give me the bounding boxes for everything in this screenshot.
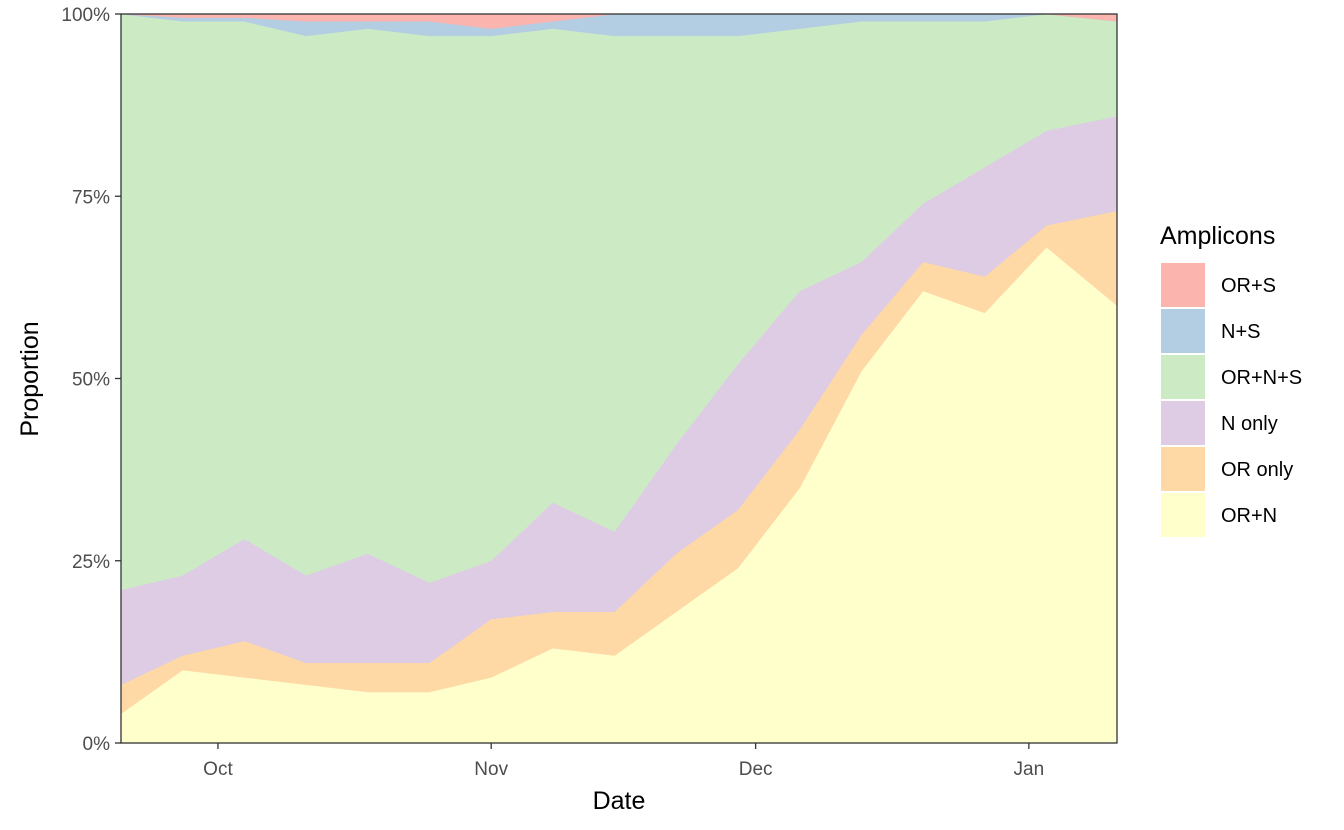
legend-key-or-plus-n bbox=[1161, 493, 1205, 537]
x-tick-label: Oct bbox=[203, 759, 233, 780]
y-tick-label: 0% bbox=[83, 734, 111, 755]
legend-label-n-plus-s: N+S bbox=[1221, 321, 1260, 343]
y-tick-label: 100% bbox=[61, 5, 110, 26]
y-axis-title: Proportion bbox=[16, 321, 44, 436]
legend-label-or-plus-s: OR+S bbox=[1221, 275, 1276, 297]
x-tick-label: Jan bbox=[1014, 759, 1045, 780]
legend-key-or-only bbox=[1161, 447, 1205, 491]
y-tick-label: 50% bbox=[72, 370, 110, 391]
x-axis-title: Date bbox=[593, 787, 646, 815]
legend-label-n-only: N only bbox=[1221, 413, 1278, 435]
x-axis: Oct Nov Dec Jan bbox=[203, 743, 1044, 780]
legend-label-or-plus-n: OR+N bbox=[1221, 505, 1277, 527]
legend: Amplicons OR+S N+S OR+N+S N only OR only OR+N bbox=[1160, 222, 1302, 537]
legend-key-or-plus-n-plus-s bbox=[1161, 355, 1205, 399]
y-axis: 0% 25% 50% 75% 100% bbox=[61, 5, 121, 755]
legend-key-n-plus-s bbox=[1161, 309, 1205, 353]
legend-label-or-only: OR only bbox=[1221, 459, 1293, 481]
legend-title: Amplicons bbox=[1160, 222, 1275, 250]
y-tick-label: 25% bbox=[72, 552, 110, 573]
stacked-area-layer bbox=[120, 13, 1118, 744]
y-tick-label: 75% bbox=[72, 187, 110, 208]
x-tick-label: Nov bbox=[474, 759, 508, 780]
legend-key-or-plus-s bbox=[1161, 263, 1205, 307]
legend-label-or-plus-n-plus-s: OR+N+S bbox=[1221, 367, 1302, 389]
x-tick-label: Dec bbox=[739, 759, 773, 780]
legend-key-n-only bbox=[1161, 401, 1205, 445]
